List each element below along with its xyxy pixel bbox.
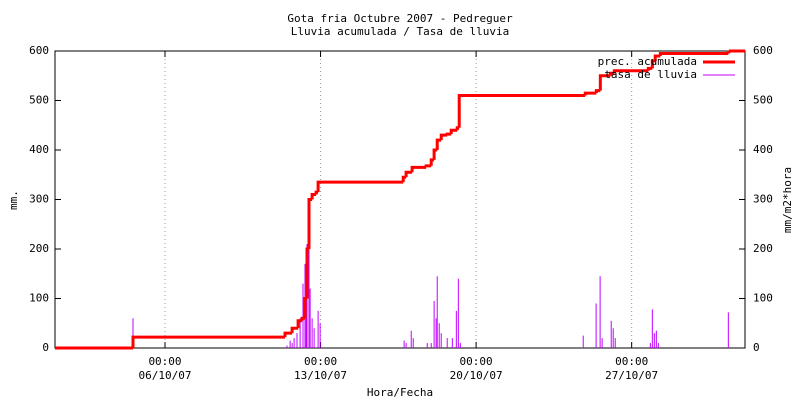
step-segment	[424, 164, 432, 168]
step-segment	[316, 180, 404, 193]
y2-axis-label: mm/m2*hora	[781, 167, 794, 233]
y-tick-label: 0	[42, 341, 49, 354]
step-segment	[290, 326, 299, 334]
x-tick-label: 00:00 20/10/07	[449, 355, 503, 382]
step-segment	[432, 148, 438, 160]
step-segment	[658, 51, 729, 56]
x-axis-label: Hora/Fecha	[367, 386, 433, 399]
x-tick-label: 00:00 27/10/07	[605, 355, 659, 382]
y-tick-label: 600	[29, 44, 49, 57]
y-tick-label: 300	[29, 193, 49, 206]
plot-frame	[54, 50, 746, 349]
y-tick-label: 400	[29, 143, 49, 156]
chart-title: Gota fria Octubre 2007 - Pedreguer	[287, 12, 513, 25]
y2-tick-label: 200	[753, 242, 773, 255]
x-tick-label: 00:00 06/10/07	[138, 355, 192, 382]
y-tick-label: 200	[29, 242, 49, 255]
y2-tick-label: 500	[753, 94, 773, 107]
chart-subtitle: Lluvia acumulada / Tasa de lluvia	[291, 25, 510, 38]
step-segment	[583, 91, 597, 96]
y-tick-label: 500	[29, 94, 49, 107]
step-segment	[445, 132, 452, 136]
step-segment	[410, 165, 427, 173]
step-segment	[598, 74, 611, 91]
step-segment	[429, 158, 435, 166]
step-segment	[728, 49, 745, 53]
step-segment	[653, 54, 661, 61]
x-tick-label: 00:00 13/10/07	[294, 355, 348, 382]
step-segment	[439, 133, 448, 141]
step-segment	[404, 170, 413, 178]
step-segment	[310, 193, 317, 200]
y2-tick-label: 400	[753, 143, 773, 156]
y-tick-label: 100	[29, 292, 49, 305]
legend-label: prec. acumulada	[598, 55, 697, 68]
step-segment	[455, 126, 460, 131]
legend-label: tasa de lluvia	[604, 68, 697, 81]
step-segment	[726, 50, 731, 54]
y-axis-label: mm.	[7, 190, 20, 210]
step-segment	[457, 94, 586, 128]
step-segment	[594, 89, 601, 94]
y2-tick-label: 100	[753, 292, 773, 305]
step-segment	[307, 198, 313, 249]
step-segment	[314, 190, 319, 195]
step-segment	[612, 69, 649, 74]
step-segment	[401, 175, 407, 183]
step-segment	[131, 335, 285, 348]
y2-tick-label: 600	[753, 44, 773, 57]
y2-tick-label: 0	[753, 341, 760, 354]
step-segment	[435, 138, 442, 150]
step-segment	[283, 331, 293, 338]
y2-tick-label: 300	[753, 193, 773, 206]
step-segment	[449, 128, 458, 135]
